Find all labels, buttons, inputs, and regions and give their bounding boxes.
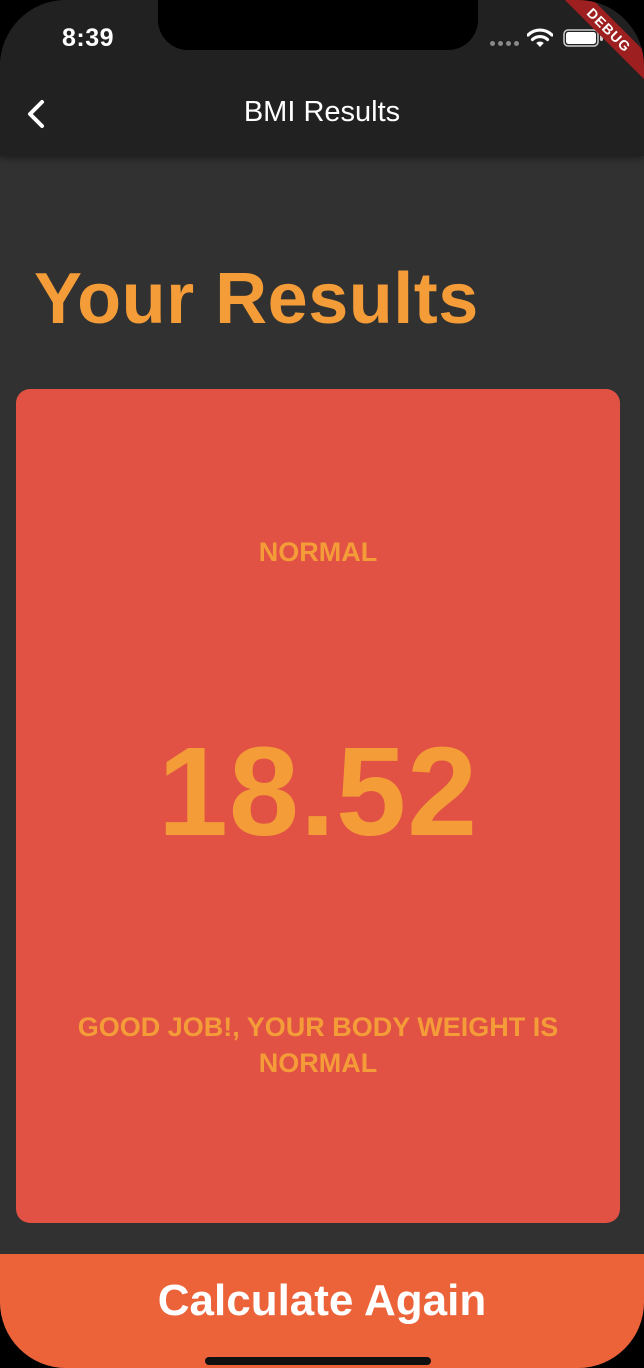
calculate-again-label: Calculate Again — [157, 1276, 487, 1325]
wifi-icon — [527, 28, 553, 47]
device-notch — [158, 0, 478, 50]
page-title: Your Results — [34, 259, 479, 339]
app-bar: 8:39 DEBUG BMI Results — [0, 0, 644, 156]
signal-dots-icon — [490, 41, 520, 47]
battery-icon — [563, 29, 603, 47]
app-bar-title: BMI Results — [243, 96, 401, 128]
result-card: NORMAL 18.52 GOOD JOB!, YOUR BODY WEIGHT… — [16, 389, 620, 1223]
bmi-value: 18.52 — [157, 721, 479, 862]
bmi-status-label: NORMAL — [258, 537, 378, 567]
home-indicator — [205, 1357, 431, 1365]
status-time: 8:39 — [62, 24, 115, 52]
calculate-again-button[interactable]: Calculate Again — [0, 1254, 644, 1368]
back-chevron-icon[interactable] — [18, 94, 54, 134]
bmi-interpretation: GOOD JOB!, YOUR BODY WEIGHT IS NORMAL — [77, 1012, 559, 1078]
